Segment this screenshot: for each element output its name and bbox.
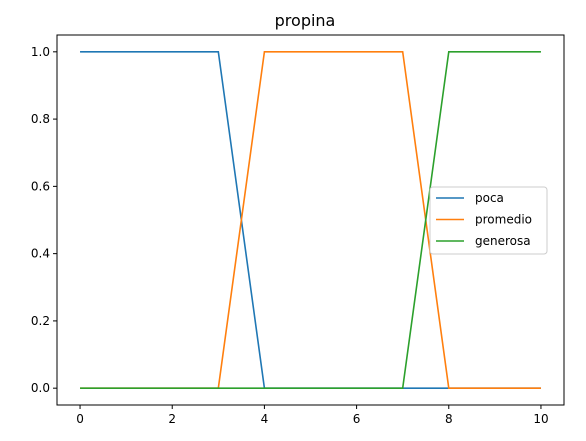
chart-title: propina	[275, 11, 336, 30]
y-tick-label: 0.0	[31, 381, 50, 395]
legend-label: generosa	[475, 234, 531, 248]
y-tick-label: 1.0	[31, 45, 50, 59]
plot-area	[56, 34, 565, 406]
x-tick-label: 8	[445, 412, 453, 426]
axes-frame	[56, 34, 565, 406]
legend-label: poca	[475, 191, 504, 205]
series-line-generosa	[80, 51, 541, 389]
legend-label: promedio	[475, 213, 532, 227]
series-layer	[80, 51, 541, 389]
y-tick-label: 0.6	[31, 179, 50, 193]
x-tick-label: 2	[168, 412, 176, 426]
y-tick-label: 0.2	[31, 314, 50, 328]
legend-box	[429, 186, 548, 255]
x-tick-label: 6	[353, 412, 361, 426]
y-tick-label: 0.4	[31, 247, 50, 261]
legend: poca promedio generosa	[429, 186, 548, 255]
y-axis: 0.0 0.2 0.4 0.6 0.8 1.0	[31, 45, 57, 395]
x-tick-label: 0	[76, 412, 84, 426]
y-tick-label: 0.8	[31, 112, 50, 126]
x-axis: 0 2 4 6 8 10	[76, 405, 549, 426]
x-tick-label: 10	[533, 412, 548, 426]
x-tick-label: 4	[261, 412, 269, 426]
